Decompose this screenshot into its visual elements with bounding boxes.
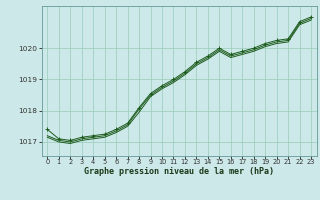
- X-axis label: Graphe pression niveau de la mer (hPa): Graphe pression niveau de la mer (hPa): [84, 167, 274, 176]
